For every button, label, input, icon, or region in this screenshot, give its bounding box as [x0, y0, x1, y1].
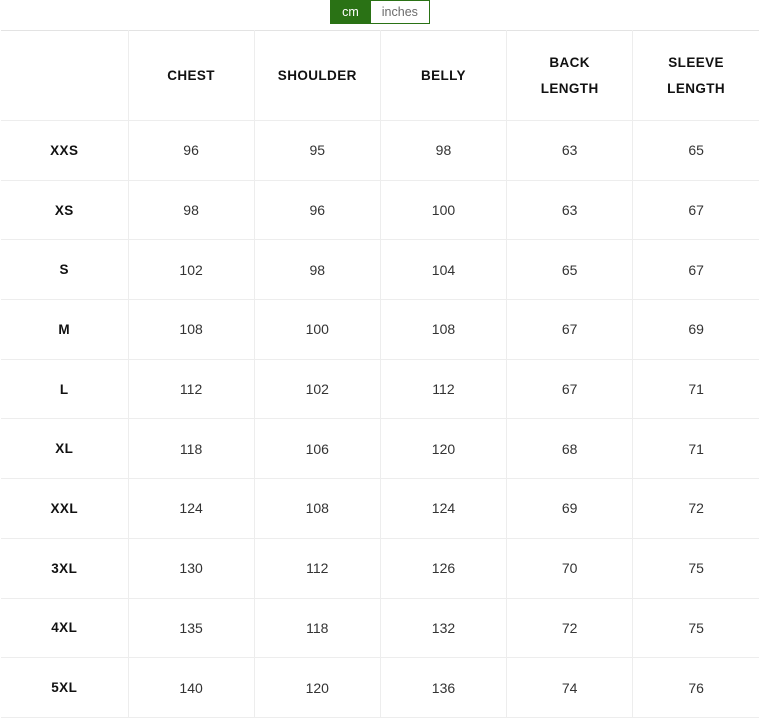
cell-belly: 98: [380, 120, 508, 181]
unit-toggle-group[interactable]: cm inches: [330, 0, 430, 24]
cell-sleeve-length: 76: [632, 657, 759, 718]
size-chart-table: CHEST SHOULDER BELLY BACK LENGTH SLEEVE …: [1, 30, 759, 718]
cell-sleeve-length: 71: [632, 418, 759, 480]
header-back-length: BACK LENGTH: [506, 30, 634, 121]
cell-size: S: [1, 239, 129, 301]
cell-back-length: 74: [506, 657, 634, 718]
cell-shoulder: 96: [254, 180, 381, 241]
cell-size: L: [1, 359, 129, 420]
cell-belly: 108: [380, 299, 508, 360]
table-row: 4XL 135 118 132 72 75: [1, 598, 759, 659]
cell-belly: 132: [380, 598, 508, 659]
header-shoulder-line-1: SHOULDER: [277, 67, 357, 83]
header-sleeve-length-line-1: SLEEVE: [668, 54, 724, 70]
cell-sleeve-length: 75: [632, 598, 759, 659]
header-back-length-line-2: LENGTH: [540, 80, 599, 96]
unit-button-inches[interactable]: inches: [370, 0, 430, 24]
table-row: XXL 124 108 124 69 72: [1, 478, 759, 539]
cell-size: 5XL: [1, 657, 129, 718]
cell-shoulder: 118: [254, 598, 381, 659]
table-row: XL 118 106 120 68 71: [1, 418, 759, 480]
cell-chest: 140: [128, 657, 255, 718]
cell-back-length: 72: [506, 598, 634, 659]
cell-belly: 104: [380, 239, 508, 301]
header-belly-line-1: BELLY: [420, 67, 466, 83]
table-row: M 108 100 108 67 69: [1, 299, 759, 360]
cell-size: XXL: [1, 478, 129, 539]
cell-sleeve-length: 67: [632, 180, 759, 241]
cell-belly: 112: [380, 359, 508, 420]
header-back-length-line-1: BACK: [549, 54, 590, 70]
header-chest-line-1: CHEST: [167, 67, 215, 83]
table-row: L 112 102 112 67 71: [1, 359, 759, 420]
cell-shoulder: 106: [254, 418, 381, 480]
cell-chest: 108: [128, 299, 255, 360]
cell-back-length: 69: [506, 478, 634, 539]
cell-sleeve-length: 71: [632, 359, 759, 420]
header-corner-blank: [1, 30, 129, 121]
header-belly: BELLY: [380, 30, 508, 121]
cell-shoulder: 108: [254, 478, 381, 539]
cell-belly: 124: [380, 478, 508, 539]
cell-chest: 130: [128, 538, 255, 599]
table-row: XS 98 96 100 63 67: [1, 180, 759, 241]
cell-back-length: 70: [506, 538, 634, 599]
cell-shoulder: 100: [254, 299, 381, 360]
table-row: 3XL 130 112 126 70 75: [1, 538, 759, 599]
size-chart-container: CHEST SHOULDER BELLY BACK LENGTH SLEEVE …: [0, 30, 760, 718]
cell-sleeve-length: 69: [632, 299, 759, 360]
table-row: S 102 98 104 65 67: [1, 239, 759, 301]
cell-chest: 118: [128, 418, 255, 480]
cell-chest: 135: [128, 598, 255, 659]
cell-back-length: 68: [506, 418, 634, 480]
header-sleeve-length: SLEEVE LENGTH: [632, 30, 759, 121]
cell-belly: 126: [380, 538, 508, 599]
cell-back-length: 67: [506, 299, 634, 360]
table-header: CHEST SHOULDER BELLY BACK LENGTH SLEEVE …: [1, 30, 759, 121]
cell-belly: 136: [380, 657, 508, 718]
cell-size: XL: [1, 418, 129, 480]
unit-button-cm[interactable]: cm: [330, 0, 371, 24]
cell-shoulder: 102: [254, 359, 381, 420]
header-shoulder: SHOULDER: [254, 30, 381, 121]
cell-sleeve-length: 72: [632, 478, 759, 539]
cell-chest: 102: [128, 239, 255, 301]
cell-back-length: 67: [506, 359, 634, 420]
cell-shoulder: 98: [254, 239, 381, 301]
table-body: XXS 96 95 98 63 65 XS 98 96 100 63 67 S …: [1, 120, 759, 718]
cell-back-length: 63: [506, 180, 634, 241]
cell-size: 3XL: [1, 538, 129, 599]
cell-shoulder: 112: [254, 538, 381, 599]
unit-toggle-bar: cm inches: [0, 0, 760, 25]
cell-chest: 112: [128, 359, 255, 420]
cell-chest: 96: [128, 120, 255, 181]
cell-sleeve-length: 65: [632, 120, 759, 181]
header-row: CHEST SHOULDER BELLY BACK LENGTH SLEEVE …: [1, 30, 759, 121]
cell-chest: 98: [128, 180, 255, 241]
cell-size: XXS: [1, 120, 129, 181]
cell-size: 4XL: [1, 598, 129, 659]
cell-sleeve-length: 67: [632, 239, 759, 301]
cell-belly: 120: [380, 418, 508, 480]
cell-sleeve-length: 75: [632, 538, 759, 599]
cell-size: M: [1, 299, 129, 360]
cell-size: XS: [1, 180, 129, 241]
cell-belly: 100: [380, 180, 508, 241]
header-sleeve-length-line-2: LENGTH: [667, 80, 726, 96]
cell-shoulder: 95: [254, 120, 381, 181]
cell-back-length: 63: [506, 120, 634, 181]
cell-chest: 124: [128, 478, 255, 539]
table-row: 5XL 140 120 136 74 76: [1, 657, 759, 718]
table-row: XXS 96 95 98 63 65: [1, 120, 759, 181]
cell-back-length: 65: [506, 239, 634, 301]
header-chest: CHEST: [128, 30, 255, 121]
cell-shoulder: 120: [254, 657, 381, 718]
